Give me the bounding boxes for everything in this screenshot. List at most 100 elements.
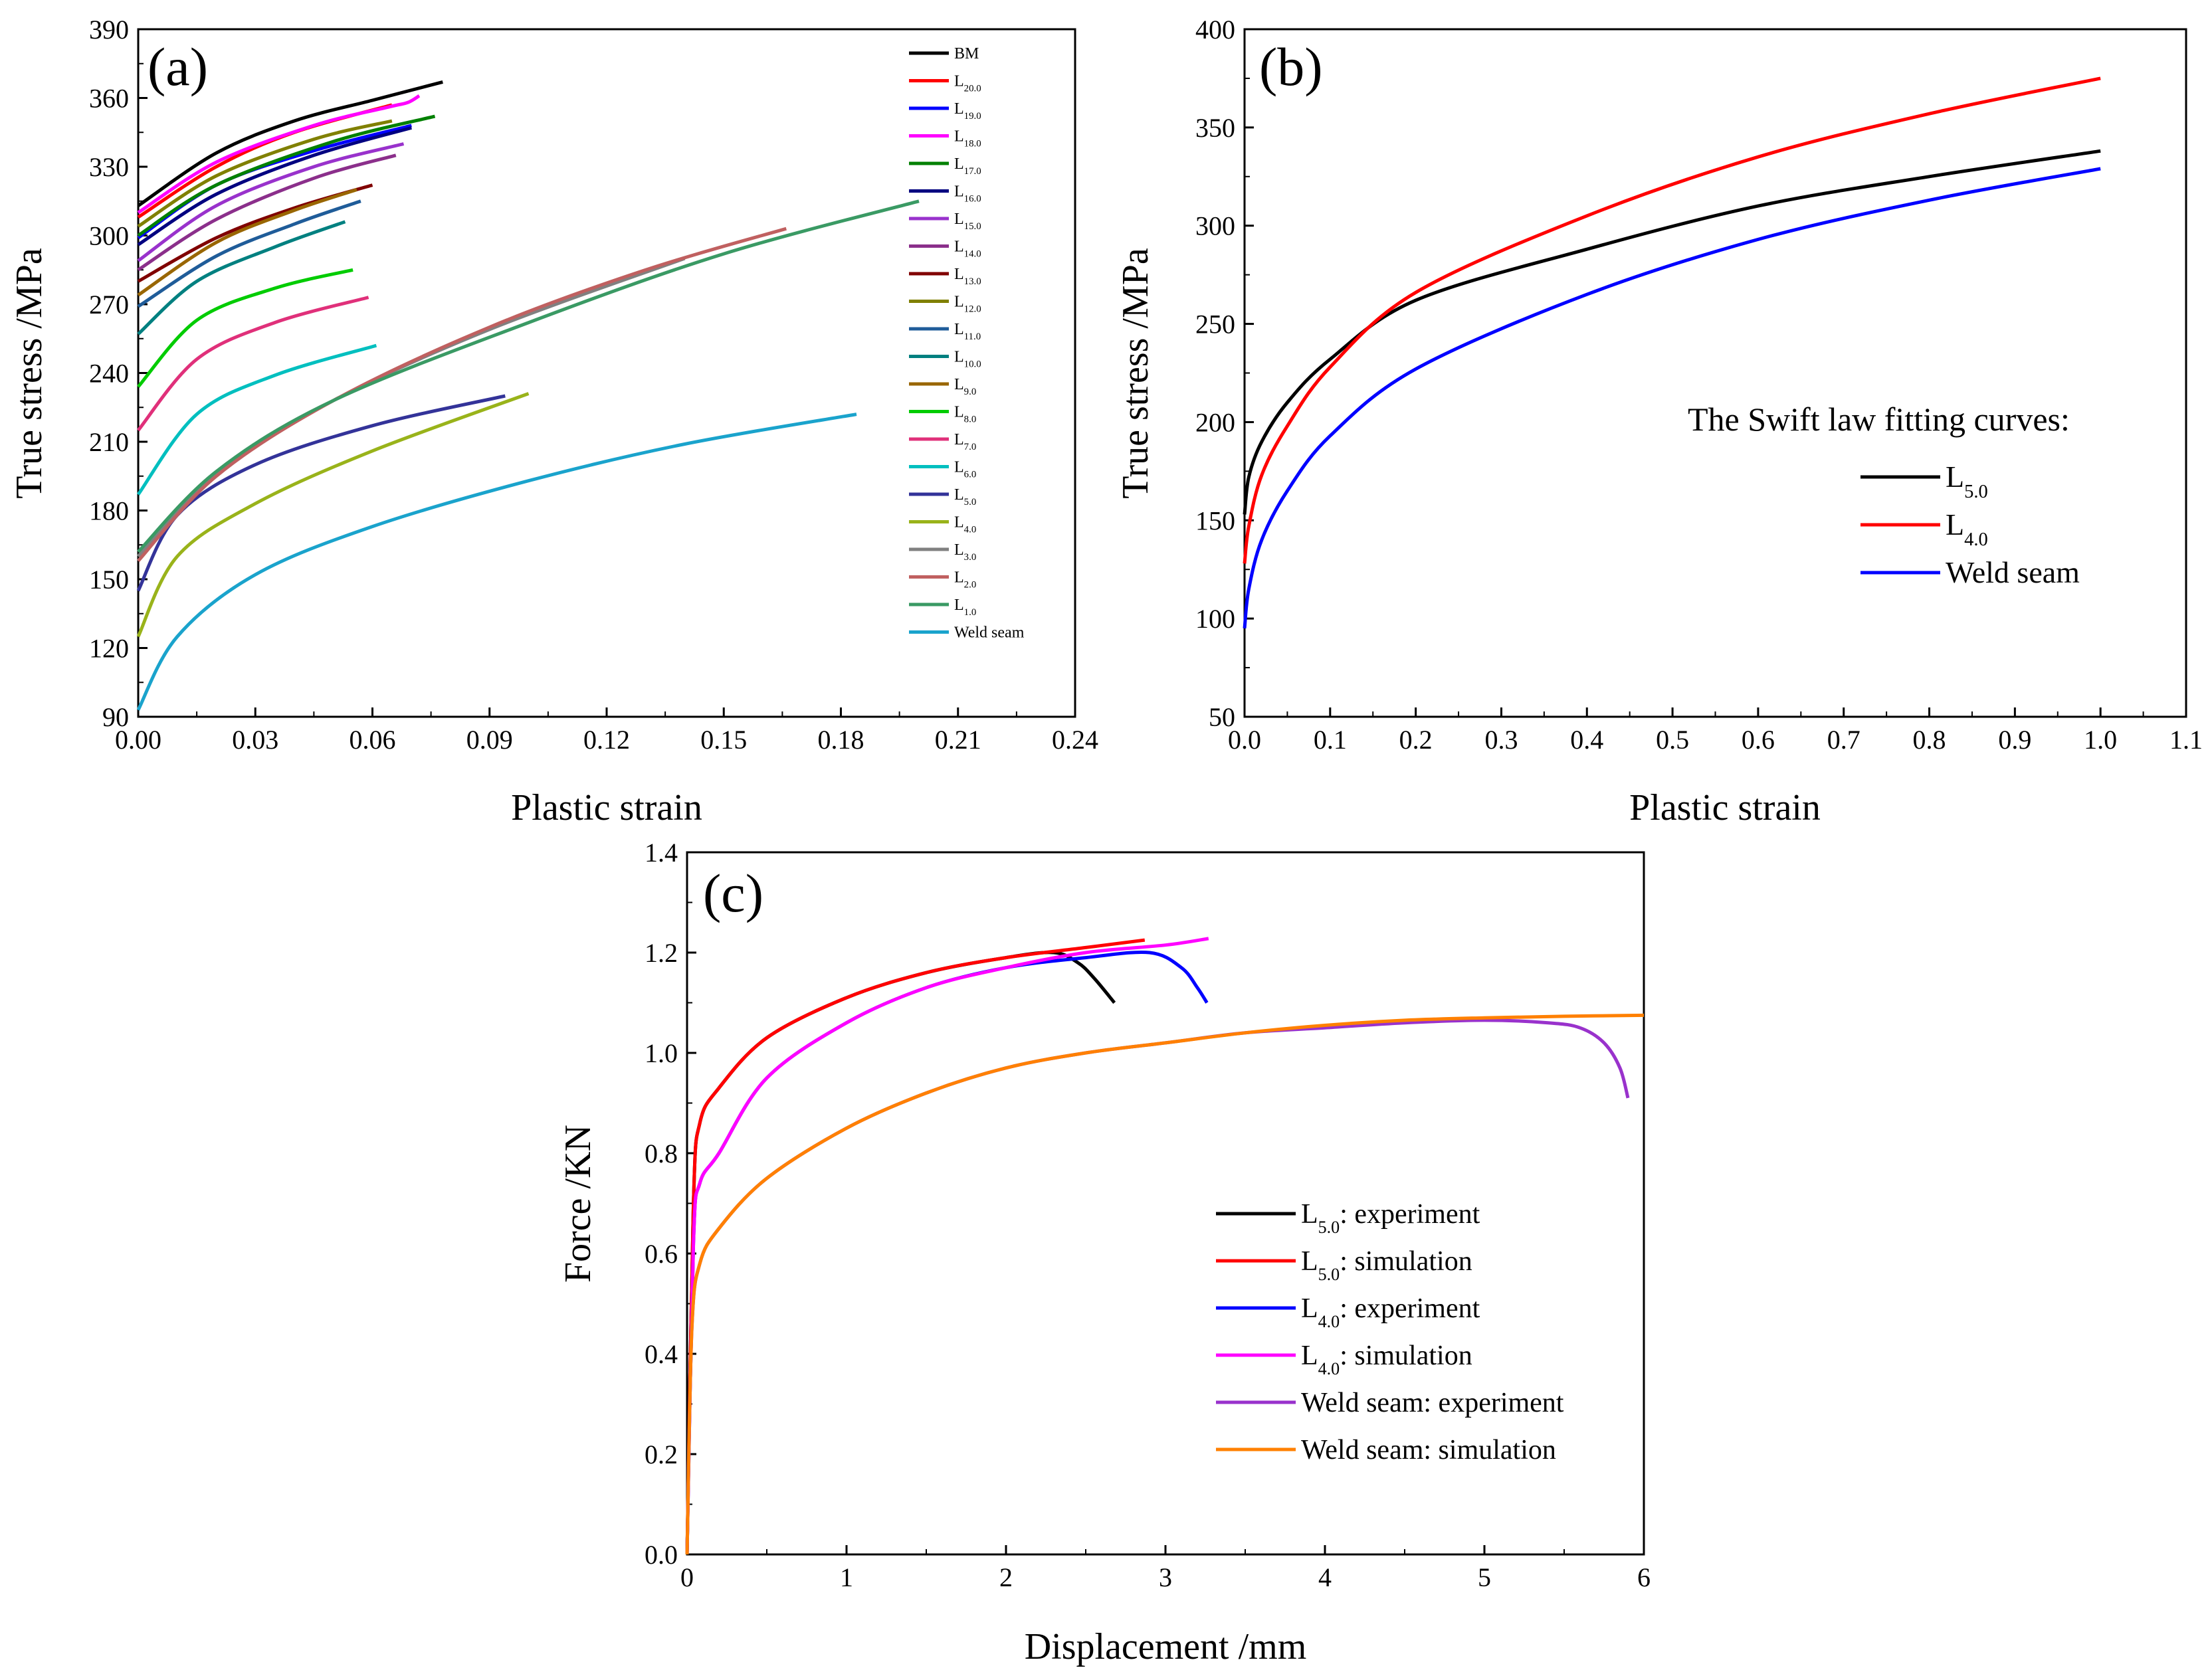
legend-entry-label-subscript: 18.0 [964,138,981,149]
y-tick-label: 150 [1195,506,1235,535]
legend-entry-label-main: L [954,569,964,586]
series-line-l7-0 [137,296,369,432]
panel-c-y-axis-title: Force /KN [557,1125,599,1283]
legend-entry-label-suffix: : experiment [1423,1388,1563,1418]
legend-entry-label: L5.0: experiment [1301,1199,1480,1237]
legend-entry-label: L5.0 [1946,460,1988,502]
legend-entry-label-subscript: 1.0 [964,607,977,618]
legend-entry-label: L11.0 [954,321,981,342]
x-tick-label: 0.03 [232,725,278,755]
series-line-weld-seam [136,413,857,711]
legend-entry-label-main: L [954,348,964,365]
series-line-l1-0 [137,199,920,553]
series-line-l10-0 [137,220,346,335]
series-line-l5-0 [1243,149,2101,515]
panel-c-x-ticks: 0 1 2 3 4 5 6 [680,1545,1651,1592]
legend-entry-label-subscript: 6.0 [964,469,977,480]
legend-entry-label-main: L [954,321,964,338]
legend-entry-label-subscript: 4.0 [1318,1358,1340,1378]
legend-entry-label-suffix: : experiment [1340,1199,1480,1230]
x-tick-label: 0.9 [1998,725,2031,755]
legend-entry-label-suffix: : experiment [1340,1293,1480,1324]
y-tick-label: 270 [89,290,129,320]
legend-entry-label-subscript: 3.0 [964,552,977,563]
legend-entry-label: L12.0 [954,293,981,314]
x-tick-label: 0.09 [466,725,513,755]
y-tick-label: 300 [1195,211,1235,241]
panel-c-label: (c) [703,863,763,923]
legend-entry-label: L5.0: simulation [1301,1246,1472,1284]
legend-entry-label-subscript: 19.0 [964,111,981,122]
y-tick-label: 300 [89,221,129,251]
legend-entry-label-subscript: 4.0 [964,524,977,535]
legend-entry-label-main: L [954,266,964,283]
legend-title: The Swift law fitting curves: [1688,401,2070,438]
legend-entry-label-main: L [1301,1199,1318,1230]
legend-entry-label: L20.0 [954,72,981,94]
y-tick-label: 50 [1209,702,1235,732]
series-line-weld-seam [1243,167,2101,629]
legend-entry-label-main: L [954,458,964,476]
legend-entry-label-subscript: 16.0 [964,193,981,204]
legend-entry-label-main: L [954,541,964,559]
legend-entry-label: L10.0 [954,348,981,369]
legend-entry-label-subscript: 7.0 [964,442,977,452]
legend-entry-label: L5.0 [954,486,976,508]
series-line-bm [137,80,443,207]
panel-a-legend: BML20.0L19.0L18.0L17.0L16.0L15.0L14.0L13… [909,45,1025,641]
legend-entry-label-main: L [954,486,964,504]
y-tick-label: 0.2 [645,1440,678,1469]
legend-entry-label-main: L [954,155,964,173]
x-tick-label: 0.06 [350,725,396,755]
legend-entry-label-main: L [1946,460,1964,494]
x-tick-label: 0 [680,1562,694,1592]
x-tick-label: 0.21 [935,725,981,755]
y-tick-label: 100 [1195,604,1235,634]
legend-entry-label-subscript: 5.0 [964,497,977,508]
legend-entry-label-suffix: : simulation [1340,1246,1472,1277]
legend-entry-label-subscript: 13.0 [964,276,981,287]
x-tick-label: 0.00 [115,725,161,755]
legend-entry-label-main: L [954,128,964,145]
legend-entry-label-suffix: : simulation [1423,1435,1556,1465]
x-tick-label: 6 [1637,1562,1651,1592]
x-tick-label: 0.0 [1228,725,1261,755]
legend-entry-label: L4.0: experiment [1301,1293,1480,1331]
panel-a-x-ticks: 0.00 0.03 0.06 0.09 0.12 0.15 0.18 0.21 0.24 [115,707,1098,755]
series-line-l2-0 [137,227,787,563]
legend-entry-label-main: Weld seam [954,624,1025,641]
panel-b-x-axis-title: Plastic strain [1629,787,1821,828]
y-tick-label: 150 [89,565,129,595]
y-tick-label: 200 [1195,407,1235,437]
y-tick-label: 120 [89,634,129,664]
legend-entry-label-main: L [954,431,964,448]
legend-entry-label-main: L [1301,1246,1318,1277]
panel-c-series [685,937,1645,1555]
legend-entry-label: L3.0 [954,541,976,563]
series-line-l4-0 [1243,76,2101,564]
legend-entry-label: L2.0 [954,569,976,590]
legend-entry-label-subscript: 17.0 [964,166,981,177]
y-tick-label: 240 [89,359,129,389]
y-tick-label: 180 [89,496,129,526]
series-line-l15-0 [137,142,405,262]
legend-entry-label: L15.0 [954,211,981,232]
series-line-weld-seam-simulation [685,1013,1645,1555]
y-tick-label: 210 [89,427,129,457]
panel-b-label: (b) [1259,37,1323,97]
x-tick-label: 0.12 [583,725,630,755]
x-tick-label: 1 [840,1562,853,1592]
legend-entry-label: L13.0 [954,266,981,287]
panel-b-series [1243,76,2101,629]
series-line-l17-0 [137,114,436,237]
legend-entry-label-subscript: 11.0 [964,331,981,342]
series-line-l14-0 [137,153,397,272]
legend-entry-label: Weld seam: simulation [1301,1435,1556,1465]
legend-entry-label-subscript: 9.0 [964,387,977,397]
x-tick-label: 1.0 [2084,725,2117,755]
legend-entry-label: L4.0: simulation [1301,1341,1472,1378]
